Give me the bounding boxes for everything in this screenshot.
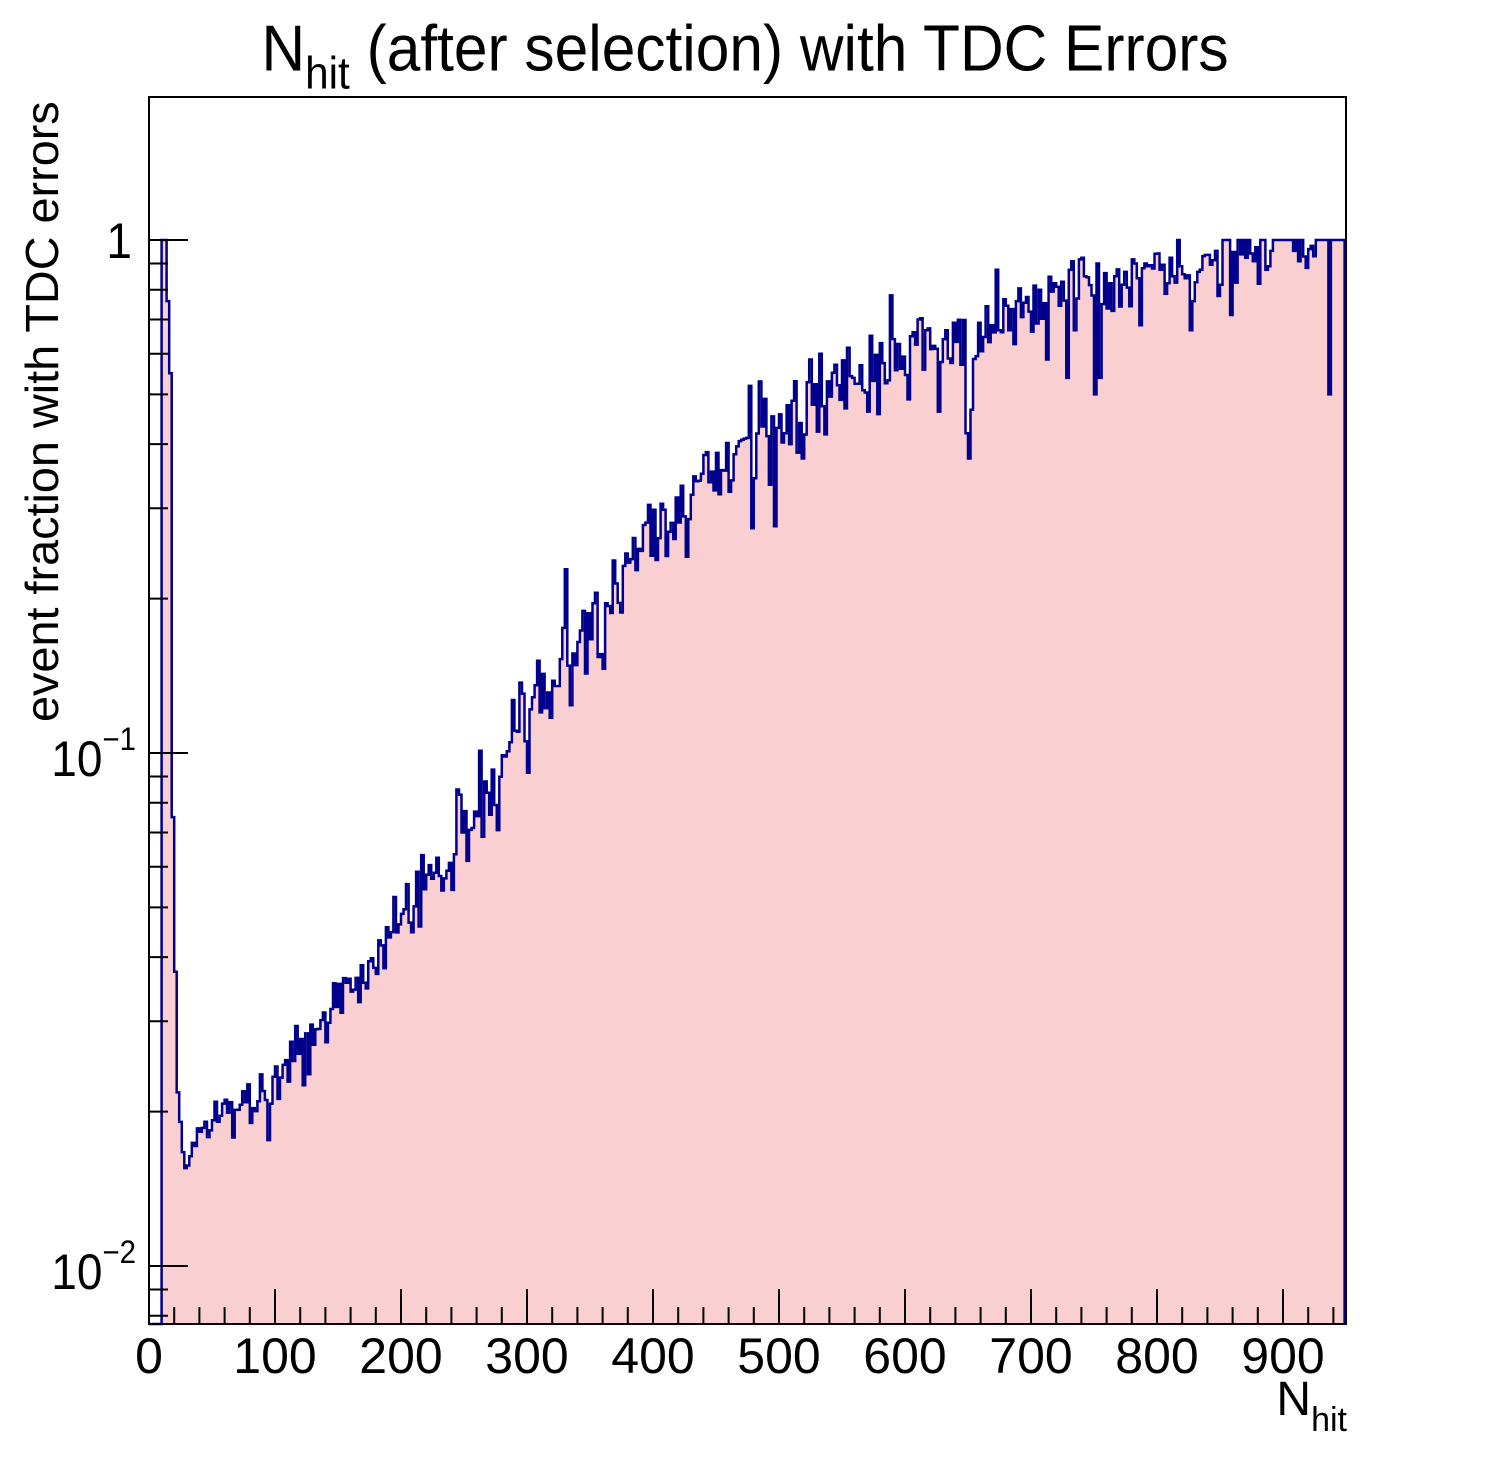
svg-text:0: 0 xyxy=(135,1328,163,1384)
svg-text:Nhit (after selection) with TD: Nhit (after selection) with TDC Errors xyxy=(261,13,1228,99)
svg-text:500: 500 xyxy=(737,1328,820,1384)
svg-text:300: 300 xyxy=(485,1328,568,1384)
svg-text:100: 100 xyxy=(233,1328,316,1384)
svg-text:400: 400 xyxy=(611,1328,694,1384)
svg-text:800: 800 xyxy=(1115,1328,1198,1384)
svg-text:event fraction with TDC errors: event fraction with TDC errors xyxy=(16,101,68,722)
svg-text:1: 1 xyxy=(106,214,132,269)
svg-text:200: 200 xyxy=(359,1328,442,1384)
svg-text:600: 600 xyxy=(863,1328,946,1384)
svg-text:700: 700 xyxy=(989,1328,1072,1384)
svg-text:900: 900 xyxy=(1241,1328,1324,1384)
